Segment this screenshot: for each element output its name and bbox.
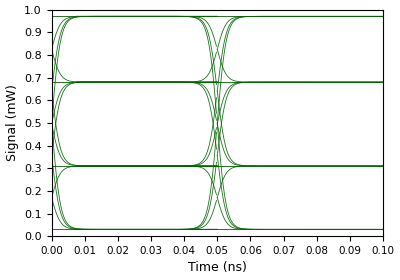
X-axis label: Time (ns): Time (ns) bbox=[188, 262, 247, 274]
Y-axis label: Signal (mW): Signal (mW) bbox=[6, 85, 18, 161]
